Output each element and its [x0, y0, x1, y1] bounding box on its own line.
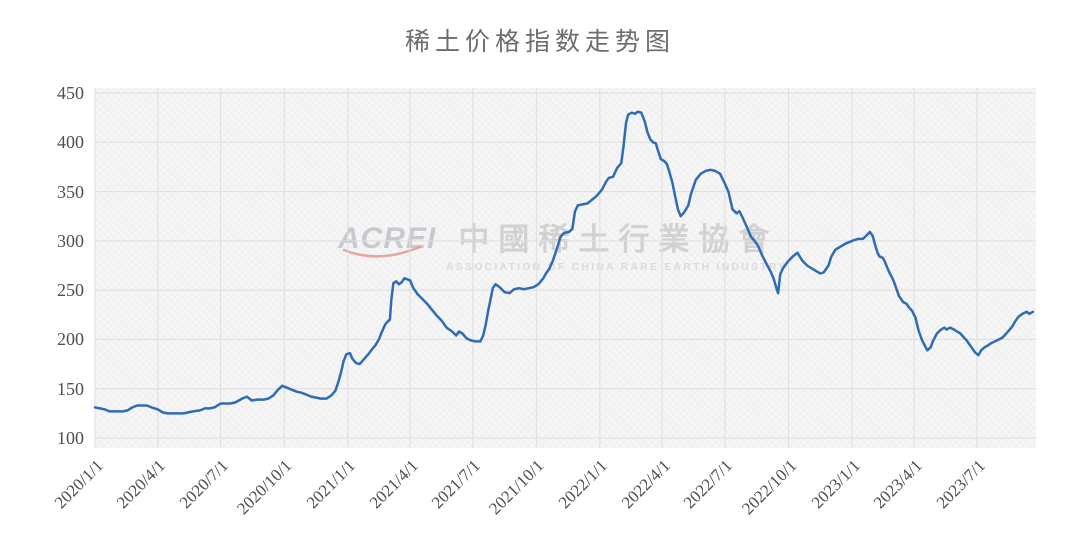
acrei-logo-swoosh-icon	[342, 245, 422, 258]
price-index-line	[93, 110, 1035, 415]
chart-title: 稀土价格指数走势图	[404, 29, 675, 56]
acrei-logo: ACREI	[338, 224, 436, 258]
watermark-chinese-text: 中國稀土行業協會	[458, 222, 779, 257]
plot-area	[95, 88, 1036, 448]
watermark: ACREI 中國稀土行業協會 ASSOCIATION OF CHINA RARE…	[338, 222, 788, 274]
watermark-english-text: ASSOCIATION OF CHINA RARE EARTH INDUSTRY	[446, 261, 788, 273]
